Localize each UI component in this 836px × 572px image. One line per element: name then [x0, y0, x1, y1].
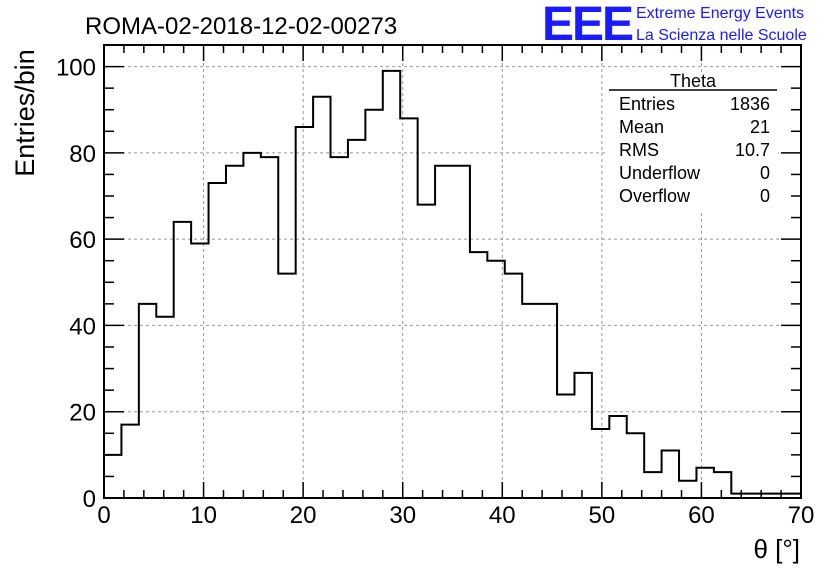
- stats-row-value: 0: [760, 163, 770, 183]
- histogram-bin: [557, 394, 574, 498]
- histogram-bin: [121, 425, 138, 498]
- x-tick-label: 0: [97, 502, 110, 529]
- stats-row-label: Overflow: [619, 186, 691, 206]
- tick-labels: 0 10 20 30 40 50 60 70 0 20 40 60 80 100: [56, 55, 814, 529]
- histogram-bin: [487, 261, 504, 498]
- y-tick-label: 20: [69, 400, 96, 427]
- plot-frame: [103, 44, 802, 499]
- histogram-bin: [226, 166, 243, 498]
- axis-ticks: [103, 44, 802, 499]
- histogram-bin: [348, 140, 365, 498]
- histogram-bin: [296, 127, 313, 498]
- x-tick-label: 60: [688, 502, 715, 529]
- x-tick-label: 20: [290, 502, 317, 529]
- y-tick-label: 0: [83, 486, 96, 513]
- histogram-bin: [139, 304, 156, 498]
- histogram-bin: [278, 274, 295, 498]
- histogram-bin: [627, 433, 644, 498]
- histogram-bin: [540, 304, 557, 498]
- histogram-bin: [662, 451, 679, 498]
- histogram-series: [104, 69, 801, 498]
- histogram-bin: [644, 472, 661, 498]
- stats-box: Theta Entries 1836 Mean 21 RMS 10.7 Underflow 0…: [608, 71, 778, 212]
- histogram-bin: [574, 373, 591, 498]
- x-tick-label: 50: [589, 502, 616, 529]
- stats-row-value: 10.7: [735, 140, 770, 160]
- histogram-bin: [470, 252, 487, 498]
- grid-lines: [104, 45, 801, 498]
- y-tick-label: 40: [69, 313, 96, 340]
- x-tick-label: 30: [389, 502, 416, 529]
- stats-row-label: Mean: [619, 117, 664, 137]
- histogram-bin: [418, 205, 435, 498]
- histogram-bin: [696, 468, 713, 498]
- histogram-bin: [714, 472, 731, 498]
- histogram-bin: [609, 416, 626, 498]
- eee-logo-text: EEE: [542, 0, 633, 51]
- y-tick-label: 60: [69, 227, 96, 254]
- stats-row-value: 0: [760, 186, 770, 206]
- histogram-bin: [209, 183, 226, 498]
- stats-row-label: Entries: [619, 94, 675, 114]
- logo-line-1: Extreme Energy Events: [636, 5, 804, 22]
- histogram-bin: [331, 157, 348, 498]
- histogram-bin: [383, 71, 400, 498]
- x-tick-label: 70: [788, 502, 815, 529]
- y-tick-label: 80: [69, 141, 96, 168]
- histogram-bin: [191, 243, 208, 498]
- histogram-bin: [243, 153, 260, 498]
- stats-title: Theta: [670, 71, 717, 91]
- x-tick-label: 10: [190, 502, 217, 529]
- histogram-bin: [365, 110, 382, 498]
- histogram-bin: [435, 166, 452, 498]
- histogram-bin: [505, 274, 522, 498]
- stats-row-label: RMS: [619, 140, 659, 160]
- logo-line-2: La Scienza nelle Scuole: [636, 27, 807, 44]
- stats-row-value: 21: [750, 117, 770, 137]
- histogram-bin: [400, 118, 417, 498]
- y-axis-label: Entries/bin: [10, 49, 40, 177]
- histogram-bin: [156, 317, 173, 498]
- histogram-bin: [453, 166, 470, 498]
- stats-row-label: Underflow: [619, 163, 701, 183]
- x-axis-label: θ [°]: [753, 534, 800, 564]
- y-tick-label: 100: [56, 55, 96, 82]
- histogram-line: [104, 69, 801, 495]
- histogram-bin: [592, 429, 609, 498]
- histogram-bin: [522, 304, 539, 498]
- histogram-bin: [261, 157, 278, 498]
- histogram-bin: [313, 97, 330, 498]
- histogram-bin: [174, 222, 191, 498]
- run-title: ROMA-02-2018-12-02-00273: [85, 13, 397, 40]
- stats-row-value: 1836: [730, 94, 770, 114]
- x-tick-label: 40: [489, 502, 516, 529]
